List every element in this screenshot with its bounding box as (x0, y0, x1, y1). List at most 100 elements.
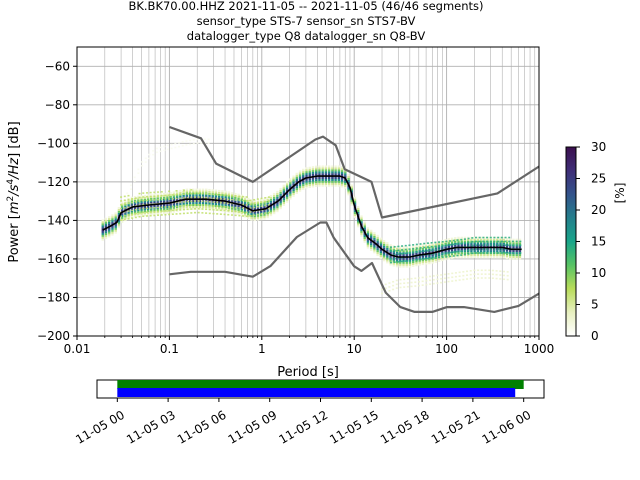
density-cell (208, 202, 211, 205)
density-cell (188, 205, 192, 208)
density-cell (421, 280, 424, 283)
density-cell (150, 201, 153, 204)
density-cell (269, 212, 273, 215)
density-cell (217, 207, 221, 210)
density-cell (168, 190, 171, 193)
density-cell (499, 244, 502, 247)
density-cell (460, 244, 463, 247)
density-cell (179, 209, 182, 211)
density-cell (443, 277, 446, 280)
density-cell (140, 212, 143, 215)
density-cell (392, 250, 396, 253)
density-cell (253, 201, 256, 204)
density-cell (137, 214, 140, 217)
density-cell (449, 244, 452, 246)
density-cell (168, 209, 171, 212)
density-cell (473, 242, 476, 245)
density-cell (266, 196, 269, 199)
density-cell (104, 229, 108, 232)
density-cell (101, 221, 104, 224)
density-cell (242, 195, 245, 198)
density-cell (419, 243, 422, 245)
density-cell (149, 214, 152, 217)
density-cell (337, 180, 341, 183)
density-cell (156, 208, 159, 211)
density-cell (376, 238, 379, 241)
density-cell (243, 209, 247, 212)
density-cell (168, 198, 171, 200)
density-cell (108, 231, 111, 234)
density-cell (123, 214, 126, 217)
density-cell (327, 167, 331, 170)
density-cell (201, 192, 204, 195)
density-cell (444, 242, 447, 245)
density-cell (201, 204, 204, 206)
density-cell (483, 254, 486, 257)
x-tick-label: 1 (258, 342, 266, 356)
density-cell (240, 206, 244, 209)
density-cell (321, 173, 324, 176)
density-cell (315, 182, 318, 185)
density-cell (334, 184, 337, 187)
density-cell (366, 238, 370, 241)
density-cell (127, 218, 130, 220)
density-cell (153, 214, 156, 217)
density-cell (311, 171, 315, 174)
density-cell (101, 223, 104, 226)
density-cell (404, 260, 407, 262)
density-cell (447, 253, 450, 256)
density-cell (237, 197, 240, 200)
density-cell (403, 282, 406, 285)
density-cell (379, 251, 383, 254)
density-cell (289, 197, 292, 200)
density-cell (318, 169, 321, 172)
density-cell (518, 254, 522, 257)
density-cell (292, 179, 295, 182)
density-cell (186, 196, 189, 199)
density-cell (146, 211, 150, 214)
density-cell (424, 251, 428, 254)
density-cell (423, 242, 426, 245)
density-cell (512, 254, 515, 257)
density-cell (272, 208, 276, 211)
density-cell (223, 198, 226, 200)
density-cell (197, 204, 200, 206)
density-cell (505, 255, 509, 258)
density-cell (234, 192, 237, 195)
density-cell (227, 202, 230, 204)
density-cell (488, 277, 491, 279)
density-cell (511, 240, 514, 243)
density-cell (137, 207, 140, 210)
density-cell (250, 214, 253, 217)
density-cell (447, 255, 450, 258)
density-cell (505, 245, 509, 248)
density-cell (198, 190, 201, 193)
density-cell (488, 273, 491, 275)
density-cell (518, 257, 522, 260)
density-cell (360, 215, 363, 218)
density-cell (166, 200, 169, 203)
density-cell (379, 255, 383, 258)
density-cell (123, 207, 126, 209)
density-cell (363, 240, 366, 243)
density-cell (182, 190, 185, 193)
density-cell (321, 178, 324, 181)
density-cell (227, 210, 231, 213)
density-cell (327, 180, 331, 183)
density-cell (450, 237, 454, 240)
density-cell (353, 196, 357, 199)
density-cell (421, 243, 425, 246)
density-cell (421, 259, 425, 262)
density-cell (272, 196, 276, 199)
density-cell (399, 286, 402, 289)
density-cell (120, 209, 124, 212)
density-cell (227, 210, 230, 212)
density-cell (295, 174, 298, 177)
density-cell (140, 202, 143, 205)
density-cell (412, 264, 415, 267)
density-cell (389, 251, 392, 254)
density-cell (260, 202, 263, 205)
density-cell (491, 269, 494, 272)
density-cell (276, 208, 279, 211)
